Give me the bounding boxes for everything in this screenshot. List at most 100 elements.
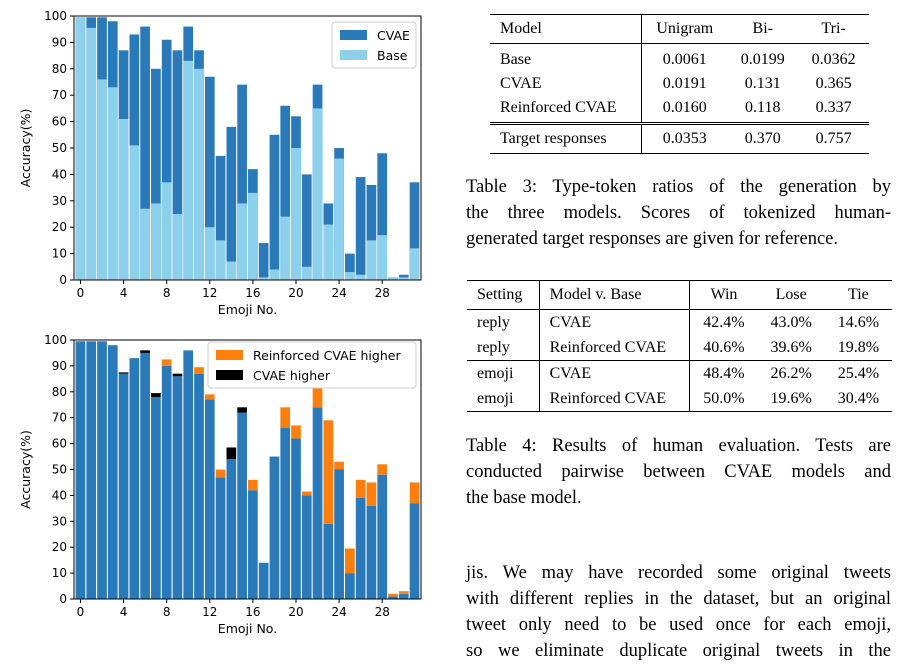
- bar-base-accuracy: [140, 352, 150, 599]
- y-tick-label: 30: [52, 514, 67, 528]
- bar-cvae-higher: [172, 373, 183, 377]
- bar-base: [237, 203, 247, 280]
- legend-box: [207, 341, 417, 389]
- bar-base-accuracy: [86, 341, 97, 599]
- bar-reinforced-higher: [388, 593, 398, 597]
- bar-cvae: [269, 134, 280, 280]
- bar-base: [334, 158, 344, 280]
- table-cell: 0.118: [745, 99, 781, 116]
- bar-cvae-higher: [151, 393, 161, 397]
- bar-cvae: [301, 174, 312, 280]
- bar-cvae: [366, 184, 377, 280]
- y-tick-label: 80: [52, 385, 67, 399]
- bar-base: [161, 182, 172, 280]
- x-tick-label: 28: [375, 286, 390, 300]
- bar-cvae: [345, 253, 355, 280]
- table-cell: Reinforced CVAE: [539, 386, 691, 412]
- bar-reinforced-higher: [398, 591, 409, 594]
- bar-reinforced-higher: [280, 407, 291, 429]
- bar-base-accuracy: [204, 399, 215, 599]
- accuracy-chart-reinforced-vs-cvae: 0 10 20 30 40 50 60 70 80 90 100 0 4 8 12 16 20 24 28 Emoji…: [0, 330, 440, 663]
- body-line: with different replies in the dataset, b…: [466, 589, 891, 609]
- bar-base: [280, 216, 291, 280]
- bar-base-accuracy: [355, 497, 366, 599]
- y-tick-label: 70: [52, 88, 67, 102]
- x-tick-label: 0: [77, 605, 85, 619]
- bar-base-accuracy: [118, 373, 129, 599]
- bar-base-accuracy: [75, 341, 86, 599]
- table-3-type-token-ratios: Model Unigram Bi- Tri- Base 0.0061 0.019…: [490, 14, 869, 154]
- bar-cvae: [172, 50, 183, 280]
- table-cell: CVAE: [490, 72, 643, 96]
- y-tick-label: 20: [52, 220, 67, 234]
- x-tick-label: 28: [375, 605, 390, 619]
- x-tick-label: 12: [202, 286, 217, 300]
- bar-reinforced-higher: [312, 386, 323, 408]
- table-cell: reply: [467, 335, 540, 361]
- bar-base-accuracy: [377, 474, 388, 599]
- table-row: emoji CVAE 48.4% 26.2% 25.4%: [467, 360, 892, 386]
- table-cell: reply: [467, 309, 540, 335]
- table-4-header-cell: Setting: [467, 280, 540, 310]
- bar-base-accuracy: [237, 412, 247, 599]
- table-4-header-cell: Model v. Base: [539, 280, 691, 310]
- y-tick-label: 40: [52, 167, 67, 181]
- table-4-header-cell: Win: [689, 280, 758, 310]
- table-cell: 0.757: [798, 122, 869, 154]
- bar-cvae: [215, 155, 226, 280]
- table-cell: 43.0%: [770, 313, 812, 331]
- bar-base-accuracy: [129, 358, 140, 599]
- bar-base-accuracy: [183, 350, 194, 599]
- legend-label: CVAE higher: [253, 368, 331, 383]
- table-row: emoji Reinforced CVAE 50.0% 19.6% 30.4%: [467, 386, 892, 412]
- x-tick-label: 4: [120, 286, 128, 300]
- y-tick-label: 70: [52, 411, 67, 425]
- bar-base: [366, 240, 377, 280]
- x-tick-label: 4: [120, 605, 128, 619]
- y-tick-label: 90: [52, 35, 67, 49]
- table-3-header-row: Model Unigram Bi- Tri-: [490, 14, 869, 44]
- caption-line: the three models. Scores of tokenized hu…: [466, 203, 891, 223]
- caption-line: Table 4: Results of human evaluation. Te…: [466, 436, 891, 456]
- table-cell: 19.6%: [757, 386, 825, 412]
- bar-base-accuracy: [215, 477, 226, 599]
- bar-base-accuracy: [248, 490, 258, 599]
- caption-line: the base model.: [466, 488, 582, 508]
- bar-base: [129, 145, 140, 280]
- table-cell: 0.0061: [662, 51, 707, 68]
- bar-base: [248, 192, 258, 280]
- table-cell: 0.0199: [740, 51, 785, 68]
- legend-swatch: [216, 370, 243, 380]
- body-line: jis. We may have recorded some original …: [466, 563, 891, 583]
- table-cell: 0.365: [815, 75, 852, 92]
- bar-base-accuracy: [269, 456, 280, 599]
- bar-base-accuracy: [97, 341, 107, 599]
- body-line: tweet only need to be used once for each…: [466, 615, 891, 635]
- bar-base-accuracy: [398, 593, 409, 599]
- table-4-header-cell: Tie: [824, 280, 892, 310]
- legend-label: Reinforced CVAE higher: [253, 348, 401, 363]
- y-tick-label: 60: [52, 115, 67, 129]
- bar-base-accuracy: [345, 573, 355, 599]
- table-cell: Target responses: [490, 122, 643, 154]
- bar-base: [75, 17, 86, 280]
- chart-1-svg: 0 10 20 30 40 50 60 70 80 90 100 0 4 8 12 16 20 24 28 Emoji…: [18, 9, 422, 317]
- bar-base: [323, 224, 334, 280]
- bar-cvae-higher: [118, 372, 129, 374]
- bar-base: [345, 272, 355, 280]
- bar-base-accuracy: [334, 469, 344, 599]
- bar-reinforced-higher: [355, 479, 366, 498]
- x-tick-label: 20: [288, 605, 303, 619]
- y-tick-label: 80: [52, 62, 67, 76]
- bar-cvae: [204, 76, 215, 280]
- caption-line: conducted pairwise between CVAE models a…: [466, 462, 891, 482]
- caption-line: Table 3: Type-token ratios of the genera…: [466, 177, 891, 197]
- bar-reinforced-higher: [291, 425, 301, 439]
- bar-cvae: [377, 153, 388, 280]
- y-tick-label: 0: [59, 273, 67, 287]
- bar-reinforced-higher: [215, 469, 226, 478]
- table-cell: 14.6%: [837, 313, 880, 331]
- table-3-header-cell: Model: [490, 14, 643, 44]
- x-tick-label: 0: [77, 286, 85, 300]
- bar-cvae: [258, 243, 269, 280]
